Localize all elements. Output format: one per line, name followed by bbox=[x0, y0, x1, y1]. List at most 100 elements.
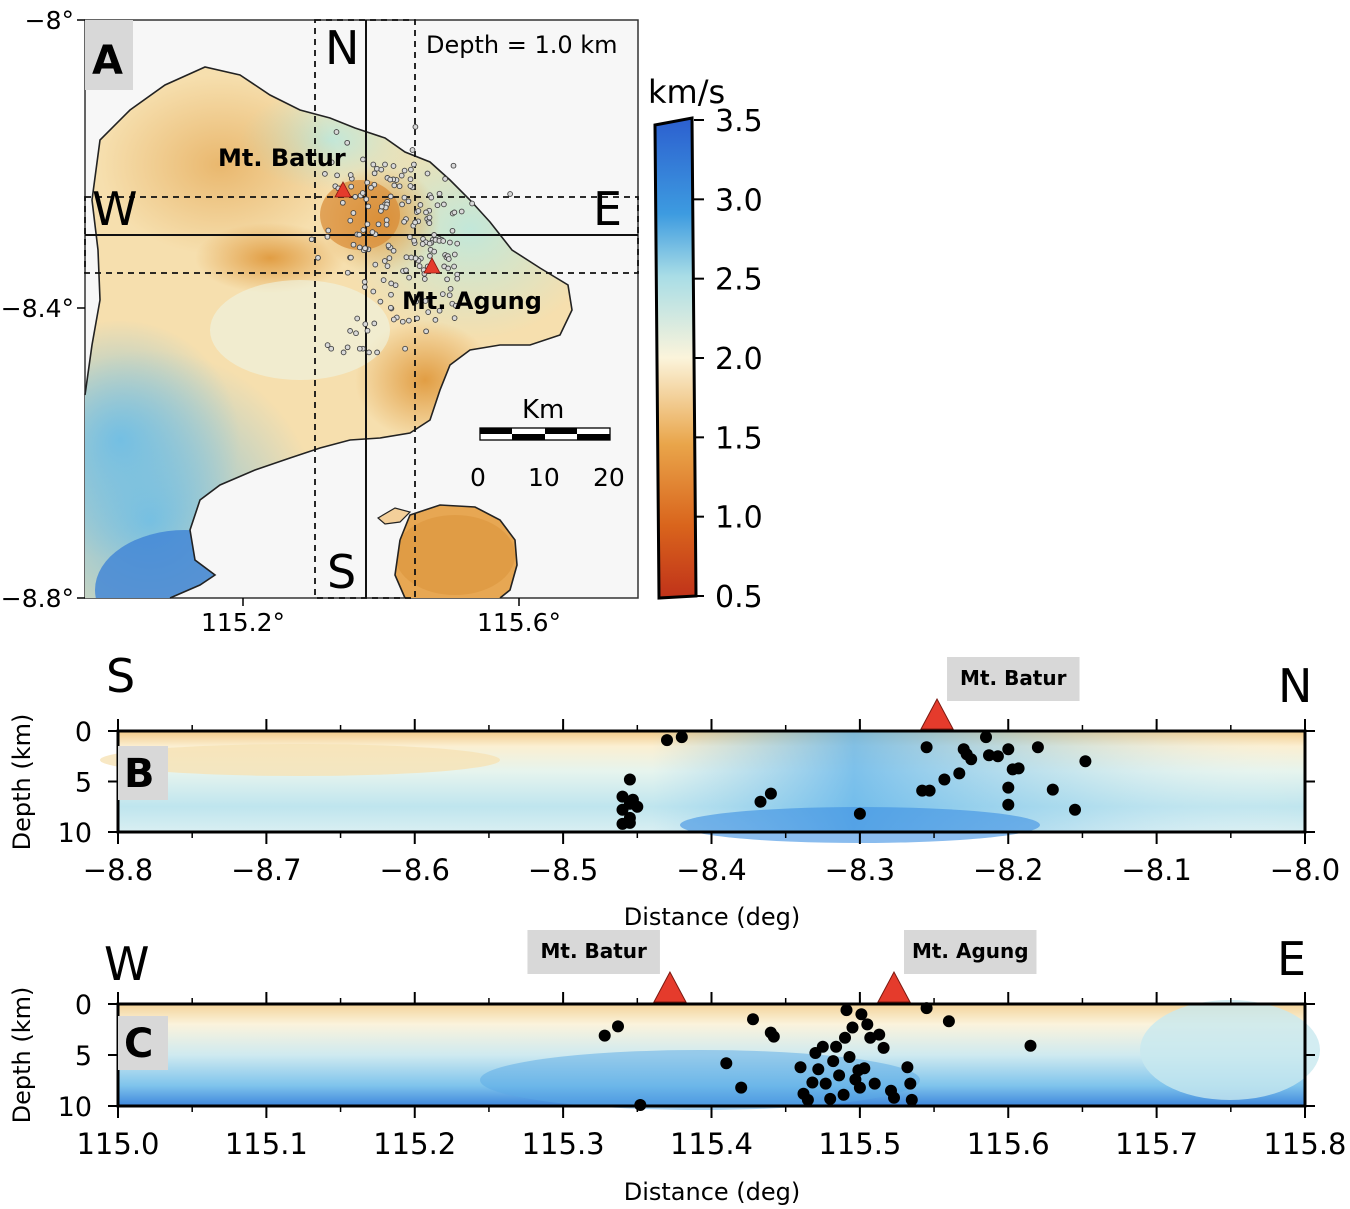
b-event bbox=[1002, 743, 1015, 756]
b-event bbox=[754, 795, 767, 808]
b-event bbox=[623, 816, 636, 829]
map-event bbox=[383, 221, 390, 228]
colorbar-tick-label: 3.0 bbox=[715, 183, 763, 218]
c-event bbox=[920, 1002, 933, 1015]
map-event bbox=[339, 199, 346, 206]
map-event bbox=[407, 234, 413, 240]
section-c-ticks: 115.0 115.1 115.2 115.3 115.4 115.5 115.6 115.7… bbox=[58, 990, 1347, 1161]
c-event bbox=[840, 1004, 853, 1017]
c-event bbox=[612, 1020, 624, 1033]
b-event bbox=[938, 773, 951, 786]
b-event bbox=[983, 749, 995, 762]
map-event bbox=[390, 247, 397, 254]
c-event bbox=[855, 1008, 868, 1021]
b-xtick-label: −8.6 bbox=[380, 853, 450, 887]
b-xtick-label: −8.8 bbox=[83, 853, 153, 887]
b-xtick-label: −8.0 bbox=[1270, 853, 1340, 887]
c-event bbox=[905, 1093, 918, 1106]
panel-a-letter: A bbox=[92, 38, 123, 84]
c-xtick-label: 115.5 bbox=[818, 1127, 901, 1161]
b-ytick-label: 10 bbox=[58, 818, 92, 849]
map-event bbox=[374, 349, 380, 356]
map-event bbox=[359, 190, 366, 196]
map-event bbox=[451, 251, 458, 258]
colorbar-tick-label: 1.5 bbox=[715, 421, 763, 456]
c-event bbox=[801, 1093, 814, 1106]
map-axis-ticks bbox=[77, 19, 520, 606]
map-event bbox=[340, 349, 347, 356]
b-event bbox=[616, 790, 629, 803]
b-event bbox=[1046, 783, 1059, 796]
c-xtick-label: 115.8 bbox=[1263, 1127, 1346, 1161]
b-xtick-label: −8.7 bbox=[231, 853, 301, 887]
c-ytick-label: 0 bbox=[75, 990, 92, 1021]
map-event bbox=[377, 298, 384, 305]
map-event bbox=[354, 315, 361, 322]
map-event bbox=[387, 304, 394, 311]
c-event bbox=[861, 1018, 874, 1031]
map-event bbox=[446, 292, 453, 299]
c-event bbox=[901, 1061, 914, 1074]
map-event bbox=[447, 239, 453, 246]
c-event bbox=[873, 1028, 886, 1041]
map-event bbox=[447, 285, 454, 292]
map-ytick-8.8: −8.8° bbox=[1, 584, 74, 613]
map-event bbox=[416, 263, 423, 269]
c-xtick-label: 115.4 bbox=[670, 1127, 753, 1161]
map-event bbox=[444, 276, 450, 283]
section-b-ticks: −8.8 −8.7 −8.6 −8.5 −8.4 −8.3 −8.2 −8.1 −8.0 0 5 10 bbox=[58, 717, 1341, 887]
map-event bbox=[401, 167, 408, 174]
section-b-volcanoes: Mt. Batur bbox=[920, 657, 1080, 730]
map-event bbox=[421, 276, 428, 282]
map-event bbox=[368, 184, 374, 191]
map-event bbox=[390, 163, 397, 169]
map-event bbox=[381, 258, 388, 264]
c-event bbox=[598, 1029, 611, 1042]
map-event bbox=[458, 208, 465, 215]
map-event bbox=[350, 210, 357, 216]
c-event bbox=[853, 1081, 866, 1094]
b-event bbox=[616, 803, 629, 816]
map-event bbox=[370, 288, 377, 295]
b-xtick-label: −8.3 bbox=[825, 853, 895, 887]
map-event bbox=[419, 241, 426, 247]
map-event bbox=[414, 315, 420, 322]
b-event bbox=[920, 741, 933, 754]
map-label-e: E bbox=[593, 182, 622, 236]
map-event bbox=[344, 269, 351, 276]
scale-bar-20: 20 bbox=[593, 463, 625, 492]
map-event bbox=[371, 320, 378, 327]
b-event bbox=[923, 784, 936, 797]
map-event bbox=[328, 159, 335, 166]
c-event bbox=[877, 1041, 890, 1054]
colorbar-tick-label: 3.5 bbox=[715, 104, 763, 139]
c-xtick-label: 115.6 bbox=[967, 1127, 1050, 1161]
map-event bbox=[322, 171, 328, 177]
map-event bbox=[401, 194, 408, 201]
section-c-volcanoes: Mt. Batur Mt. Agung bbox=[527, 930, 1037, 1003]
map-event bbox=[431, 248, 438, 255]
map-event bbox=[424, 170, 431, 177]
map-event bbox=[363, 196, 370, 203]
b-volcano-triangle bbox=[920, 697, 954, 730]
b-event bbox=[953, 767, 966, 780]
map-event bbox=[348, 183, 355, 190]
map-event bbox=[434, 202, 441, 209]
map-event bbox=[417, 202, 424, 208]
map-event bbox=[387, 193, 394, 200]
map-event bbox=[426, 214, 433, 221]
b-event bbox=[623, 773, 636, 786]
c-event bbox=[794, 1061, 807, 1074]
map-label-agung: Mt. Agung bbox=[402, 287, 542, 315]
c-event bbox=[806, 1076, 819, 1089]
map-event bbox=[396, 183, 403, 190]
map-event bbox=[325, 227, 332, 234]
map-event bbox=[356, 244, 363, 251]
map-event bbox=[371, 170, 378, 177]
map-event bbox=[328, 345, 335, 352]
c-xtick-label: 115.7 bbox=[1115, 1127, 1198, 1161]
penida-coastline bbox=[394, 504, 518, 599]
map-event bbox=[375, 221, 382, 228]
c-event bbox=[816, 1040, 829, 1053]
map-event bbox=[415, 208, 422, 214]
